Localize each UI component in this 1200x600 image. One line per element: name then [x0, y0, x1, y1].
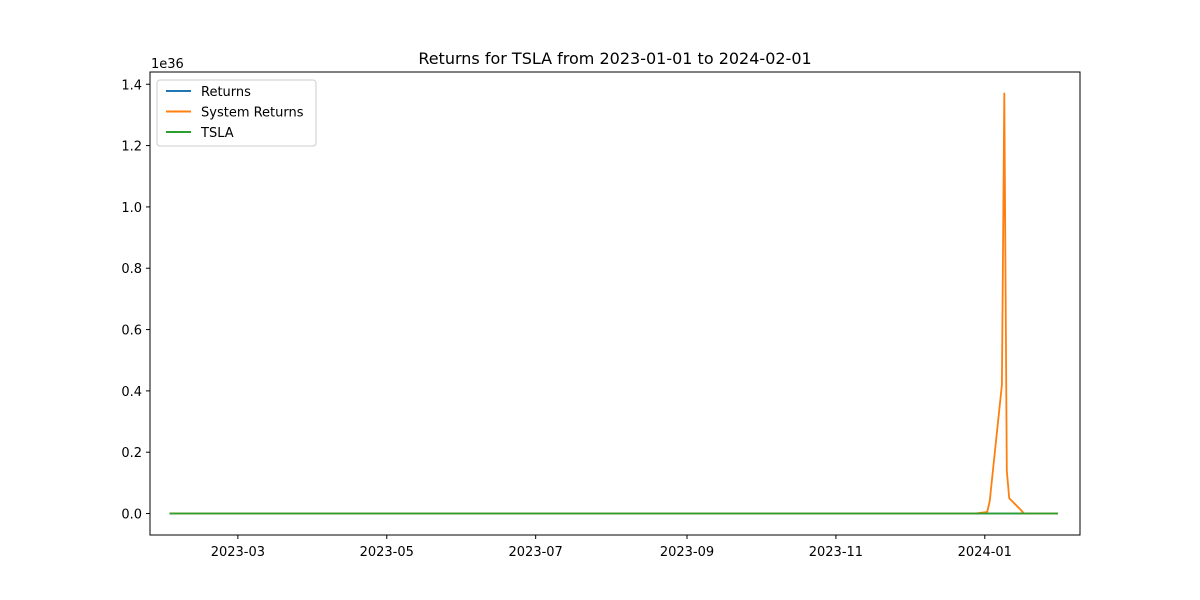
y-tick-label: 1.0: [121, 201, 142, 216]
legend-entry: TSLA: [200, 126, 234, 141]
x-tick-label: 2023-11: [809, 545, 863, 560]
axes-frame: [149, 71, 1081, 536]
y-tick-label: 1.4: [121, 78, 142, 93]
x-tick-label: 2023-09: [660, 545, 714, 560]
legend: Returns System Returns TSLA: [156, 79, 317, 147]
y-tick-label: 0.4: [121, 385, 142, 400]
legend-box: [156, 79, 317, 147]
y-tick-label: 0.8: [121, 262, 142, 277]
y-tick-label: 0.6: [121, 324, 142, 339]
y-offset-label: 1e36: [151, 57, 184, 72]
legend-entry: Returns: [201, 85, 251, 100]
plot-area: 2023-03 2023-05 2023-07 2023-09 2023-11 2024-…: [121, 71, 1081, 560]
y-tick-label: 0.0: [121, 508, 142, 523]
y-tick-label: 1.2: [121, 140, 142, 155]
chart-title: Returns for TSLA from 2023-01-01 to 2024…: [418, 49, 811, 68]
legend-entry: System Returns: [201, 106, 304, 121]
x-tick-label: 2024-01: [958, 545, 1012, 560]
y-tick-label: 0.2: [121, 446, 142, 461]
x-tick-label: 2023-07: [509, 545, 563, 560]
x-tick-label: 2023-05: [360, 545, 414, 560]
x-tick-label: 2023-03: [211, 545, 265, 560]
series-line-system-returns: [169, 92, 1058, 515]
